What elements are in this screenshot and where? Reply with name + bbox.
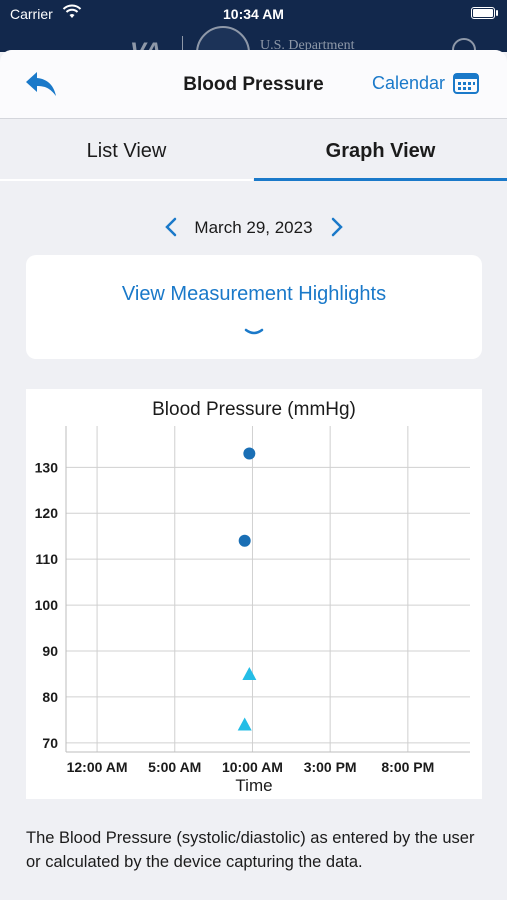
back-arrow-icon[interactable] <box>24 68 60 100</box>
chevron-left-icon[interactable] <box>164 217 178 237</box>
chevron-down-icon[interactable] <box>244 327 264 337</box>
chart-title: Blood Pressure (mmHg) <box>152 399 356 420</box>
status-bar: Carrier 10:34 AM VA U.S. Department <box>0 0 507 80</box>
battery-icon <box>471 7 498 19</box>
y-tick-label: 120 <box>35 505 59 521</box>
calendar-button[interactable]: Calendar <box>372 72 479 94</box>
systolic-point <box>243 447 256 460</box>
diastolic-point <box>242 666 257 680</box>
current-date: March 29, 2023 <box>194 218 313 237</box>
tab-selected-indicator <box>254 178 507 181</box>
tab-divider <box>0 179 253 181</box>
carrier-label: Carrier <box>10 6 53 22</box>
y-tick-label: 70 <box>42 735 58 751</box>
x-tick-label: 8:00 PM <box>381 759 434 775</box>
status-time: 10:34 AM <box>223 6 284 22</box>
wifi-icon <box>62 4 82 18</box>
calendar-label: Calendar <box>371 72 445 93</box>
date-navigator: March 29, 2023 <box>0 215 507 239</box>
x-tick-label: 3:00 PM <box>304 759 357 775</box>
department-text: U.S. Department <box>260 38 355 53</box>
view-tabs: List View Graph View <box>0 119 507 181</box>
x-tick-label: 5:00 AM <box>148 759 201 775</box>
x-tick-label: 12:00 AM <box>67 759 128 775</box>
chart-svg: Blood Pressure (mmHg) 70 80 90 100 110 120 130 1… <box>35 399 470 795</box>
measurement-highlights-card[interactable]: View Measurement Highlights <box>26 255 482 359</box>
y-tick-label: 110 <box>35 551 58 567</box>
x-axis-label: Time <box>235 776 272 795</box>
tab-graph-view[interactable]: Graph View <box>325 140 436 162</box>
chart-description: The Blood Pressure (systolic/diastolic) … <box>26 829 475 871</box>
modal-sheet: Blood Pressure Calendar List View Graph … <box>0 50 507 900</box>
y-tick-label: 90 <box>42 643 58 659</box>
nav-bar: Blood Pressure Calendar <box>0 50 507 119</box>
y-tick-label: 130 <box>35 459 59 475</box>
y-tick-label: 80 <box>42 689 58 705</box>
highlights-label: View Measurement Highlights <box>121 283 387 305</box>
tab-list-view[interactable]: List View <box>86 140 167 162</box>
calendar-icon <box>453 73 479 94</box>
diastolic-point <box>237 717 252 731</box>
chevron-right-icon[interactable] <box>330 217 344 237</box>
page-title: Blood Pressure <box>183 74 324 95</box>
systolic-point <box>238 534 251 547</box>
y-tick-label: 100 <box>35 597 59 613</box>
blood-pressure-chart: Blood Pressure (mmHg) 70 80 90 100 110 120 130 1… <box>26 389 482 799</box>
x-tick-label: 10:00 AM <box>222 759 283 775</box>
